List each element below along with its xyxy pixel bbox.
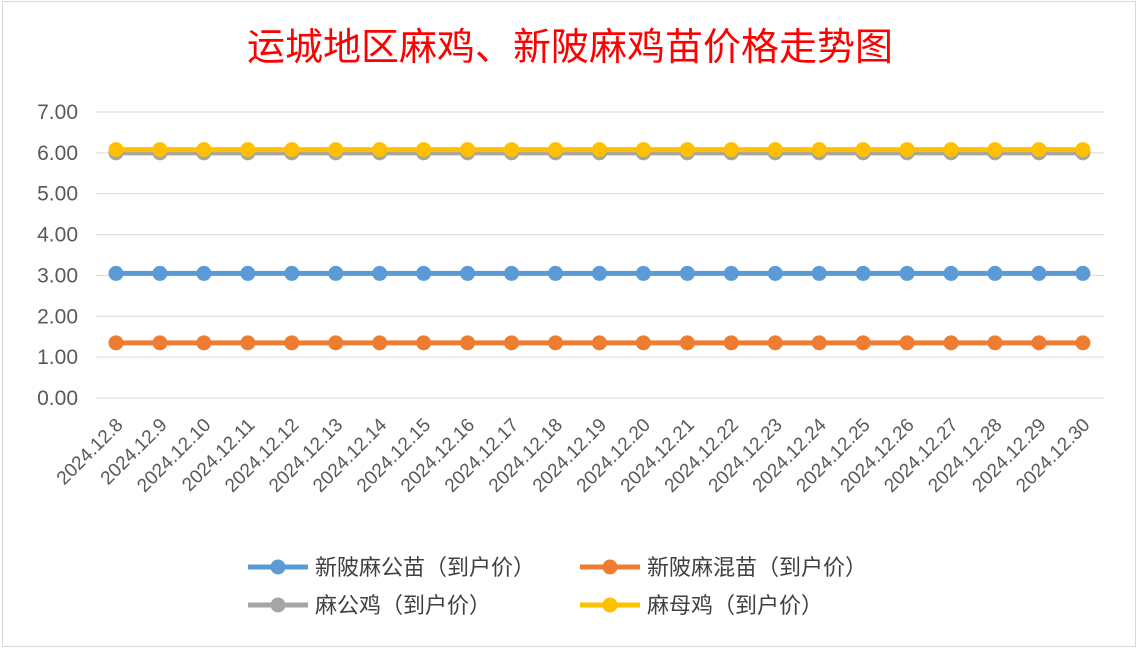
x-axis-ticks: 2024.12.82024.12.92024.12.102024.12.1120…	[53, 414, 1095, 496]
data-point	[328, 265, 344, 281]
data-point	[899, 335, 915, 351]
data-point	[855, 335, 871, 351]
data-point	[899, 265, 915, 281]
legend-swatch-marker	[602, 559, 618, 575]
y-tick-label: 6.00	[37, 142, 78, 165]
data-point	[679, 265, 695, 281]
data-point	[723, 335, 739, 351]
legend: 新陂麻公苗（到户价） 新陂麻混苗（到户价） 麻公鸡（到户价） 麻母鸡（到户价）	[248, 556, 867, 619]
data-point	[372, 335, 388, 351]
data-point	[723, 265, 739, 281]
data-point	[635, 265, 651, 281]
data-point	[416, 335, 432, 351]
data-point	[679, 335, 695, 351]
data-point	[460, 265, 476, 281]
legend-item: 麻母鸡（到户价）	[580, 594, 823, 619]
data-point	[943, 142, 959, 158]
legend-label: 新陂麻混苗（到户价）	[647, 556, 867, 581]
data-point	[987, 335, 1003, 351]
data-point	[855, 265, 871, 281]
data-point	[855, 142, 871, 158]
data-point	[1075, 335, 1091, 351]
data-point	[416, 265, 432, 281]
y-tick-label: 2.00	[37, 305, 78, 328]
data-point	[504, 265, 520, 281]
data-point	[591, 335, 607, 351]
data-point	[504, 335, 520, 351]
data-point	[548, 142, 563, 158]
data-point	[987, 142, 1003, 158]
legend-swatch-marker	[270, 597, 286, 613]
data-point	[1075, 142, 1091, 158]
data-point	[987, 265, 1003, 281]
data-point	[943, 265, 959, 281]
legend-item: 新陂麻公苗（到户价）	[248, 556, 535, 581]
data-point	[811, 335, 827, 351]
y-axis-ticks: 0.00 1.00 2.00 3.00 4.00 5.00 6.00 7.00	[37, 101, 78, 410]
y-tick-label: 7.00	[37, 101, 78, 124]
data-point	[635, 335, 651, 351]
legend-label: 麻公鸡（到户价）	[315, 594, 491, 619]
y-tick-label: 0.00	[37, 387, 78, 410]
data-point	[196, 265, 212, 281]
data-point	[811, 142, 827, 158]
data-point	[108, 142, 124, 158]
data-point	[811, 265, 827, 281]
data-point	[240, 265, 256, 281]
data-point	[284, 265, 300, 281]
legend-label: 新陂麻公苗（到户价）	[315, 556, 535, 581]
data-point	[240, 335, 256, 351]
legend-swatch-marker	[270, 559, 286, 575]
y-tick-label: 3.00	[37, 264, 78, 287]
data-point	[548, 335, 563, 351]
data-point	[767, 142, 783, 158]
data-point	[548, 265, 563, 281]
data-point	[240, 142, 256, 158]
data-point	[635, 142, 651, 158]
data-point	[108, 265, 124, 281]
legend-swatch-marker	[602, 597, 618, 613]
data-point	[1031, 265, 1047, 281]
data-point	[328, 335, 344, 351]
data-point	[416, 142, 432, 158]
data-point	[899, 142, 915, 158]
data-point	[152, 265, 168, 281]
data-point	[767, 335, 783, 351]
data-point	[679, 142, 695, 158]
data-point	[591, 142, 607, 158]
y-tick-label: 4.00	[37, 224, 78, 247]
data-point	[1031, 335, 1047, 351]
data-point	[723, 142, 739, 158]
series-1	[108, 265, 1091, 281]
y-tick-label: 5.00	[37, 183, 78, 206]
data-point	[152, 142, 168, 158]
data-point	[504, 142, 520, 158]
data-point	[284, 142, 300, 158]
data-point	[372, 142, 388, 158]
data-point	[328, 142, 344, 158]
y-tick-label: 1.00	[37, 346, 78, 369]
data-point	[591, 265, 607, 281]
data-point	[108, 335, 124, 351]
data-point	[943, 335, 959, 351]
data-point	[372, 265, 388, 281]
series-4	[108, 142, 1091, 158]
data-point	[1075, 265, 1091, 281]
data-point	[1031, 142, 1047, 158]
data-point	[284, 335, 300, 351]
data-point	[460, 335, 476, 351]
legend-label: 麻母鸡（到户价）	[647, 594, 823, 619]
legend-item: 麻公鸡（到户价）	[248, 594, 491, 619]
series-layer	[108, 142, 1091, 351]
series-2	[108, 335, 1091, 351]
data-point	[767, 265, 783, 281]
chart-title: 运城地区麻鸡、新陂麻鸡苗价格走势图	[247, 25, 893, 69]
data-point	[196, 142, 212, 158]
data-point	[152, 335, 168, 351]
legend-item: 新陂麻混苗（到户价）	[580, 556, 867, 581]
data-point	[196, 335, 212, 351]
data-point	[460, 142, 476, 158]
